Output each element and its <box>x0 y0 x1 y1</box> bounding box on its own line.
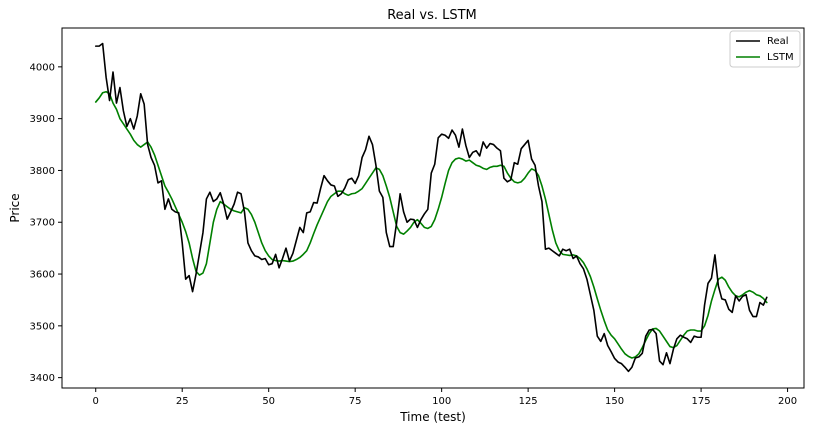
x-tick-label: 125 <box>519 396 538 407</box>
y-tick-label: 3700 <box>30 218 55 229</box>
y-axis: 3400 3500 3600 3700 3800 3900 4000 <box>30 62 62 384</box>
x-tick-label: 25 <box>176 396 189 407</box>
y-tick-label: 3900 <box>30 114 55 125</box>
y-tick-label: 4000 <box>30 62 55 73</box>
y-tick-label: 3400 <box>30 373 55 384</box>
x-axis: 0 25 50 75 100 125 150 175 200 <box>93 388 797 407</box>
legend-real-label: Real <box>767 36 789 47</box>
legend: Real LSTM <box>729 30 801 68</box>
y-tick-label: 3500 <box>30 321 55 332</box>
x-tick-label: 150 <box>605 396 624 407</box>
plot-frame <box>61 27 805 389</box>
series-line-lstm <box>94 90 768 359</box>
x-axis-label: Time (test) <box>399 410 466 424</box>
series-line-real <box>94 42 768 373</box>
y-tick-label: 3600 <box>30 270 55 281</box>
legend-box <box>729 30 801 68</box>
x-tick-label: 50 <box>262 396 275 407</box>
x-tick-label: 75 <box>349 396 362 407</box>
y-axis-label: Price <box>8 193 22 222</box>
x-tick-label: 100 <box>432 396 451 407</box>
series-layer <box>94 42 768 373</box>
y-tick-label: 3800 <box>30 166 55 177</box>
x-tick-label: 200 <box>778 396 797 407</box>
x-tick-label: 175 <box>692 396 711 407</box>
legend-lstm-label: LSTM <box>767 52 794 63</box>
chart-title: Real vs. LSTM <box>387 8 477 23</box>
x-tick-label: 0 <box>93 396 99 407</box>
